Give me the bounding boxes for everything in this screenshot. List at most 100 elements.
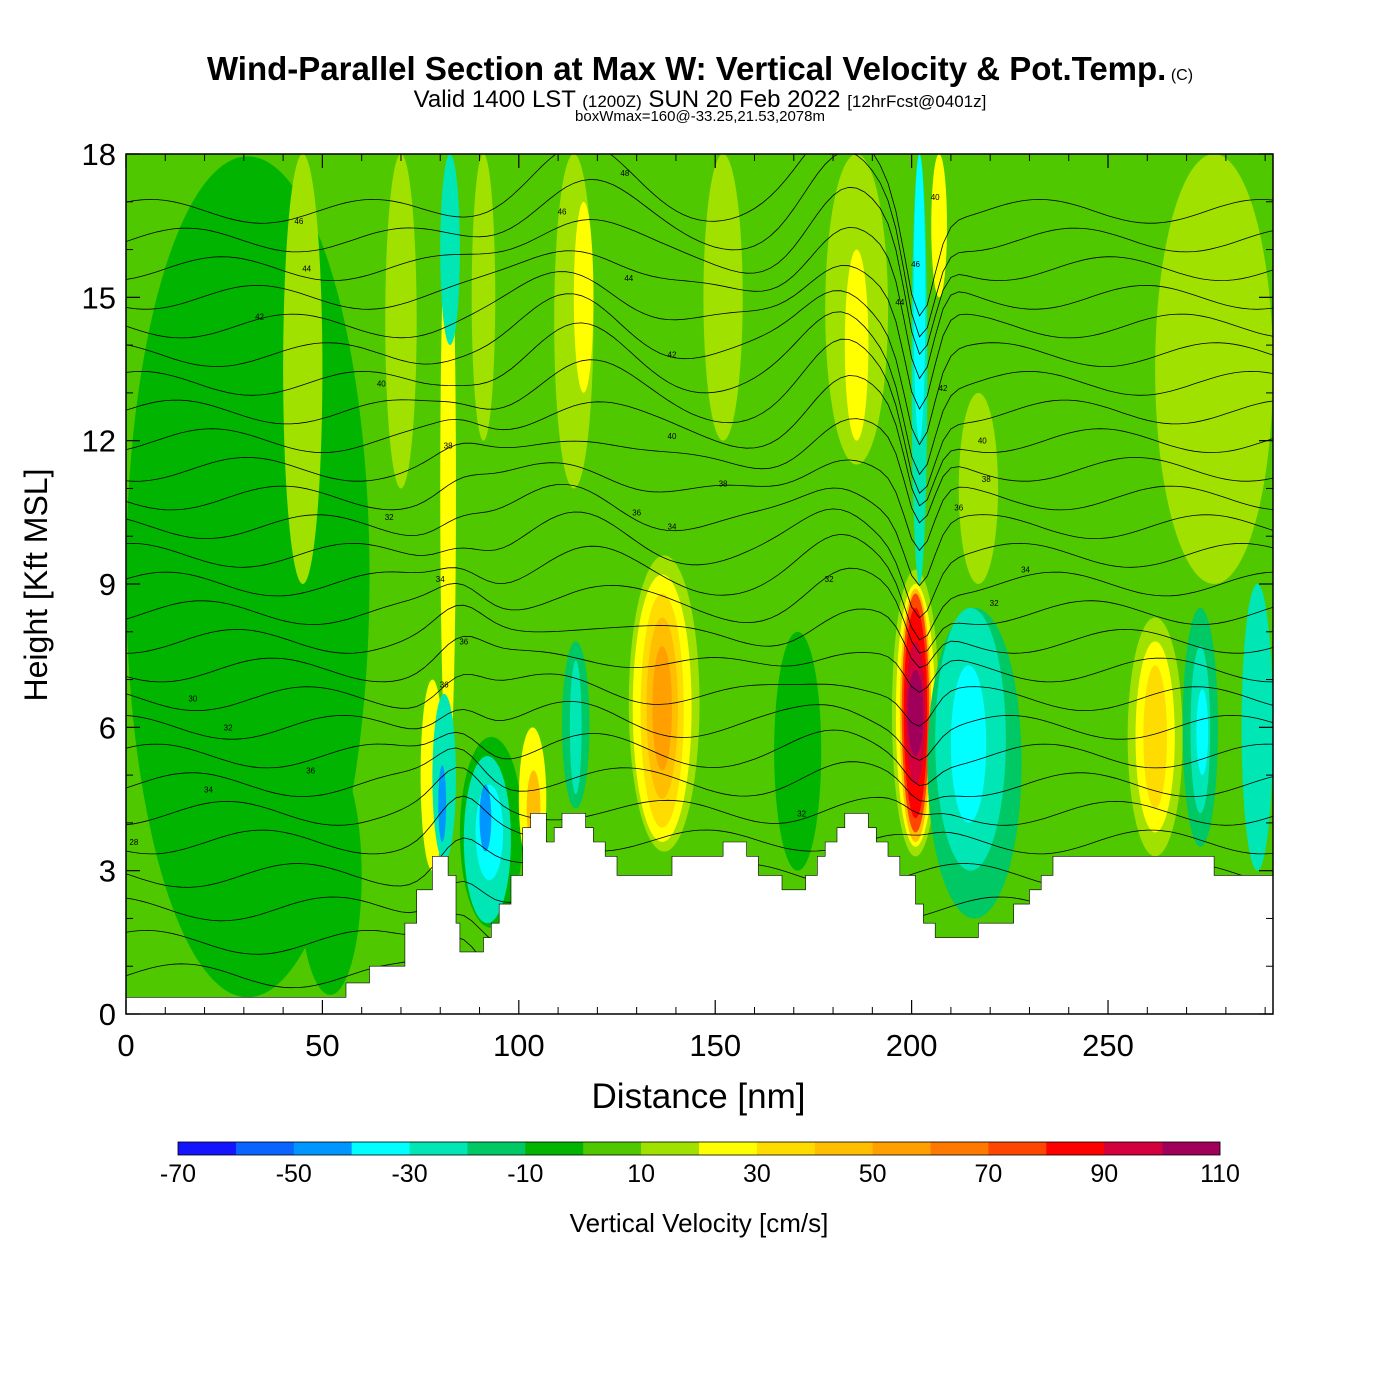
velocity-cell-46 [1143, 665, 1167, 809]
colorbar-swatch [178, 1142, 237, 1155]
colorbar-tick-label: -10 [507, 1160, 543, 1188]
theta-contour-44 [126, 265, 1273, 410]
velocity-cell-1 [184, 249, 240, 823]
theta-contour-36 [126, 635, 1273, 693]
y-tick-label: 18 [82, 137, 116, 172]
contour-label: 42 [255, 312, 264, 321]
contour-label: 32 [825, 575, 834, 584]
plot-area: 28 30 32 34 36 32 34 36 36 38 40 42 44 46 48 46 44 42 40 38… [125, 153, 1274, 1015]
contour-label: 36 [440, 680, 449, 689]
colorbar-swatch [467, 1142, 526, 1155]
y-tick-label: 3 [99, 854, 116, 889]
theta-contour-44 [126, 290, 1273, 446]
contour-label: 32 [224, 723, 233, 732]
colorbar-tick-label: 30 [743, 1160, 771, 1188]
contour-label: 46 [558, 207, 567, 216]
x-axis-label: Distance [nm] [592, 1077, 806, 1116]
colorbar-swatch [930, 1142, 989, 1155]
contour-label: 36 [306, 766, 315, 775]
colorbar-swatch [699, 1142, 758, 1155]
contour-label: 36 [954, 504, 963, 513]
theta-contour-46 [126, 186, 1273, 355]
potential-temperature-contours [126, 154, 1273, 989]
y-tick-label: 0 [99, 997, 116, 1032]
colorbar-swatch [641, 1142, 700, 1155]
chart-title-text: Wind-Parallel Section at Max W: Vertical… [206, 50, 1167, 87]
colorbar-swatch [293, 1142, 352, 1155]
contour-label: 40 [978, 437, 987, 446]
velocity-cell-42 [950, 665, 987, 823]
velocity-cell-3 [283, 154, 323, 584]
velocity-cell-6 [440, 201, 456, 776]
valid-date: SUN 20 Feb 2022 [648, 86, 841, 113]
velocity-cell-25 [652, 646, 673, 771]
theta-contour-34 [126, 767, 1273, 826]
contour-label: 44 [302, 265, 311, 274]
contour-labels: 28 30 32 34 36 32 34 36 36 38 40 42 44 46 48 46 44 42 40 38… [129, 169, 1030, 847]
contour-label: 40 [377, 379, 386, 388]
colorbar-swatch [756, 1142, 816, 1155]
theta-contour-32 [126, 795, 1273, 855]
theta-contour-48 [126, 154, 1273, 317]
velocity-cell-49 [1196, 689, 1209, 776]
theta-contour-36 [126, 701, 1273, 761]
theta-contour-40 [126, 459, 1273, 551]
contour-label: 28 [129, 838, 138, 847]
copyright-mark: (C) [1170, 67, 1194, 84]
colorbar-swatch [525, 1142, 584, 1155]
vertical-velocity-field [126, 154, 1273, 998]
colorbar-swatch [351, 1142, 410, 1155]
valid-main: Valid 1400 LST [413, 86, 576, 113]
colorbar-swatch [583, 1142, 642, 1155]
velocity-cell-13 [479, 784, 492, 852]
velocity-cell-4 [385, 154, 417, 489]
contour-label: 44 [624, 274, 633, 283]
velocity-cell-50 [1241, 584, 1273, 871]
contour-label: 30 [188, 695, 197, 704]
colorbar-tick-label: 10 [627, 1160, 655, 1188]
velocity-cell-36 [907, 670, 924, 756]
contour-label: 42 [939, 384, 948, 393]
contour-label: 34 [204, 785, 213, 794]
chart-title: Wind-Parallel Section at Max W: Vertical… [0, 50, 1400, 88]
colorbar-swatch [872, 1142, 931, 1155]
colorbar-swatch [814, 1142, 873, 1155]
terrain-mask [125, 813, 1274, 1015]
colorbar-label: Vertical Velocity [cm/s] [570, 1208, 829, 1238]
contour-label: 38 [719, 480, 728, 489]
theta-contour-38 [126, 567, 1273, 654]
contour-label: 42 [668, 351, 677, 360]
theta-contour-48 [126, 154, 1273, 338]
velocity-cell-8 [438, 765, 447, 842]
x-tick-label: 0 [117, 1028, 134, 1063]
colorbar-tick-label: 70 [975, 1160, 1003, 1188]
colorbar-tick-label: -30 [391, 1160, 427, 1188]
y-tick-label: 6 [99, 710, 116, 745]
theta-contour-34 [126, 747, 1273, 802]
y-tick-label: 9 [99, 567, 116, 602]
colorbar-swatch [1104, 1142, 1163, 1155]
velocity-cell-26 [703, 154, 743, 441]
velocity-cell-18 [569, 660, 582, 795]
theta-contour-42 [126, 375, 1273, 507]
theta-contour-42 [126, 418, 1273, 524]
contour-label: 32 [385, 513, 394, 522]
velocity-cell-29 [844, 249, 869, 441]
theta-contour-42 [126, 338, 1273, 494]
theta-contour-40 [126, 484, 1273, 587]
x-tick-label: 150 [689, 1028, 741, 1063]
valid-time-line: Valid 1400 LST (1200Z) SUN 20 Feb 2022 [… [0, 86, 1400, 114]
box-info: boxWmax=160@-33.25,21.53,2078m [575, 108, 825, 125]
colorbar-tick-label: 50 [859, 1160, 887, 1188]
valid-utc: (1200Z) [582, 92, 642, 111]
velocity-cell-27 [774, 631, 822, 871]
colorbar-swatch [409, 1142, 468, 1155]
theta-contour-38 [126, 604, 1273, 669]
colorbar-tick-label: 90 [1090, 1160, 1118, 1188]
contour-label: 32 [990, 599, 999, 608]
velocity-cell-43 [958, 392, 999, 584]
contour-label: 34 [668, 523, 677, 532]
theta-contour-46 [126, 226, 1273, 380]
